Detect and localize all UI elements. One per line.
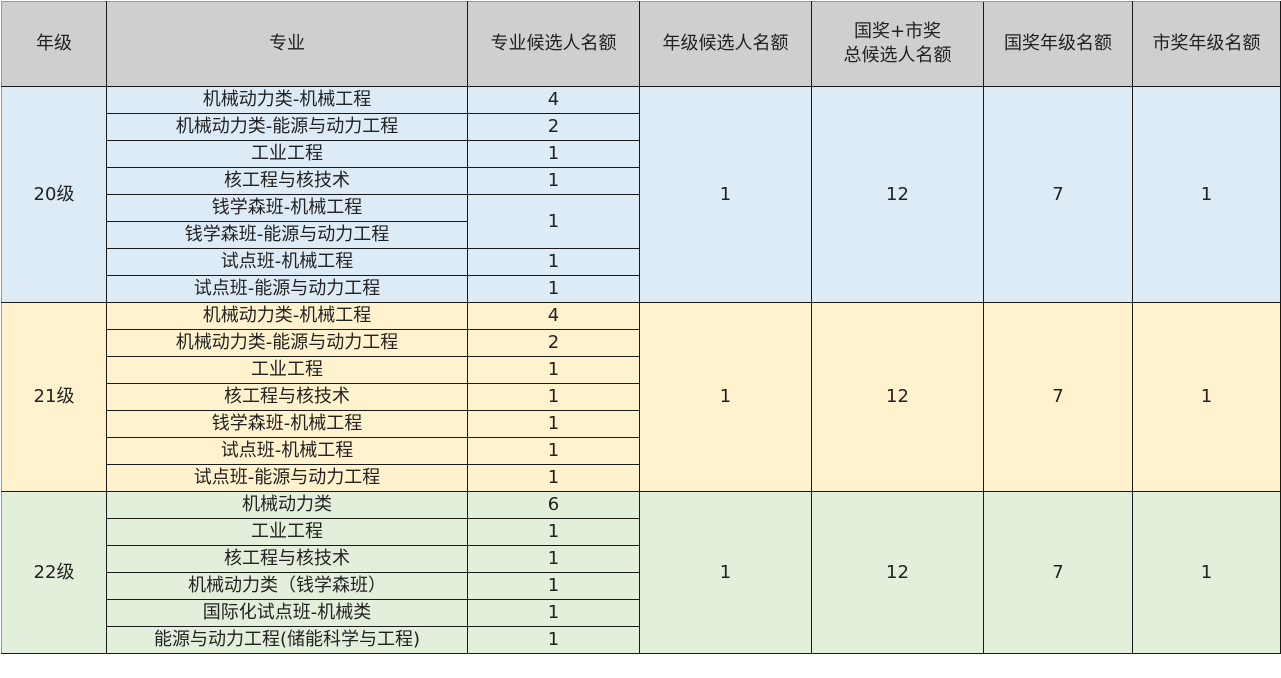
major-cell: 国际化试点班-机械类 — [106, 599, 468, 627]
header-total-line1: 国奖+市奖 — [853, 21, 942, 42]
major-cell: 工业工程 — [106, 518, 468, 546]
major-cell: 能源与动力工程(储能科学与工程) — [106, 626, 468, 654]
major-quota-cell: 2 — [467, 329, 640, 357]
major-cell: 钱学森班-机械工程 — [106, 410, 468, 438]
total-quota-cell: 12 — [811, 491, 984, 654]
major-quota-cell: 4 — [467, 86, 640, 114]
city-quota-cell: 1 — [1132, 86, 1281, 303]
major-quota-cell: 1 — [467, 383, 640, 411]
city-quota-cell: 1 — [1132, 302, 1281, 492]
major-cell: 试点班-机械工程 — [106, 437, 468, 465]
major-cell: 机械动力类-机械工程 — [106, 302, 468, 330]
national-quota-cell: 7 — [983, 302, 1133, 492]
major-quota-cell: 1 — [467, 599, 640, 627]
major-cell: 机械动力类-能源与动力工程 — [106, 329, 468, 357]
table-row: 21级 机械动力类-机械工程 4 1 12 7 1 — [1, 302, 1281, 492]
grade-quota-cell: 1 — [639, 86, 812, 303]
major-quota-cell: 1 — [467, 248, 640, 276]
table-row: 22级 机械动力类 6 1 12 7 1 — [1, 491, 1281, 654]
major-quota-cell: 4 — [467, 302, 640, 330]
major-quota-cell: 1 — [467, 167, 640, 195]
grade-quota-cell: 1 — [639, 491, 812, 654]
major-cell: 机械动力类（钱学森班） — [106, 572, 468, 600]
major-quota-cell: 6 — [467, 491, 640, 519]
total-quota-cell: 12 — [811, 86, 984, 303]
national-quota-cell: 7 — [983, 491, 1133, 654]
major-quota-cell: 1 — [467, 464, 640, 492]
major-cell: 钱学森班-机械工程 — [106, 194, 468, 222]
major-quota-cell: 1 — [467, 275, 640, 303]
header-row: 年级 专业 专业候选人名额 年级候选人名额 国奖+市奖总候选人名额 国奖年级名额… — [1, 1, 1281, 87]
header-national-quota: 国奖年级名额 — [983, 1, 1133, 87]
grade-cell: 22级 — [1, 491, 107, 654]
header-grade: 年级 — [1, 1, 107, 87]
quota-table: 年级 专业 专业候选人名额 年级候选人名额 国奖+市奖总候选人名额 国奖年级名额… — [1, 1, 1281, 654]
header-major: 专业 — [106, 1, 468, 87]
grade-cell: 21级 — [1, 302, 107, 492]
grade-cell: 20级 — [1, 86, 107, 303]
header-total-quota: 国奖+市奖总候选人名额 — [811, 1, 984, 87]
major-cell: 核工程与核技术 — [106, 167, 468, 195]
major-quota-cell: 1 — [467, 572, 640, 600]
major-cell: 工业工程 — [106, 140, 468, 168]
major-quota-cell: 1 — [467, 356, 640, 384]
total-quota-cell: 12 — [811, 302, 984, 492]
header-major-quota: 专业候选人名额 — [467, 1, 640, 87]
table-row: 20级 机械动力类-机械工程 4 1 12 7 1 — [1, 86, 1281, 303]
major-quota-cell: 1 — [467, 194, 640, 249]
national-quota-cell: 7 — [983, 86, 1133, 303]
major-cell: 钱学森班-能源与动力工程 — [106, 221, 468, 249]
header-city-quota: 市奖年级名额 — [1132, 1, 1281, 87]
major-cell: 机械动力类 — [106, 491, 468, 519]
major-quota-cell: 1 — [467, 140, 640, 168]
major-cell: 机械动力类-机械工程 — [106, 86, 468, 114]
header-total-line2: 总候选人名额 — [843, 45, 952, 66]
major-quota-cell: 1 — [467, 410, 640, 438]
major-cell: 核工程与核技术 — [106, 545, 468, 573]
major-quota-cell: 1 — [467, 626, 640, 654]
major-quota-cell: 1 — [467, 545, 640, 573]
major-quota-cell: 2 — [467, 113, 640, 141]
major-cell: 试点班-能源与动力工程 — [106, 275, 468, 303]
major-cell: 试点班-能源与动力工程 — [106, 464, 468, 492]
major-cell: 试点班-机械工程 — [106, 248, 468, 276]
major-cell: 机械动力类-能源与动力工程 — [106, 113, 468, 141]
header-grade-quota: 年级候选人名额 — [639, 1, 812, 87]
major-quota-cell: 1 — [467, 437, 640, 465]
major-cell: 核工程与核技术 — [106, 383, 468, 411]
major-cell: 工业工程 — [106, 356, 468, 384]
city-quota-cell: 1 — [1132, 491, 1281, 654]
grade-quota-cell: 1 — [639, 302, 812, 492]
major-quota-cell: 1 — [467, 518, 640, 546]
